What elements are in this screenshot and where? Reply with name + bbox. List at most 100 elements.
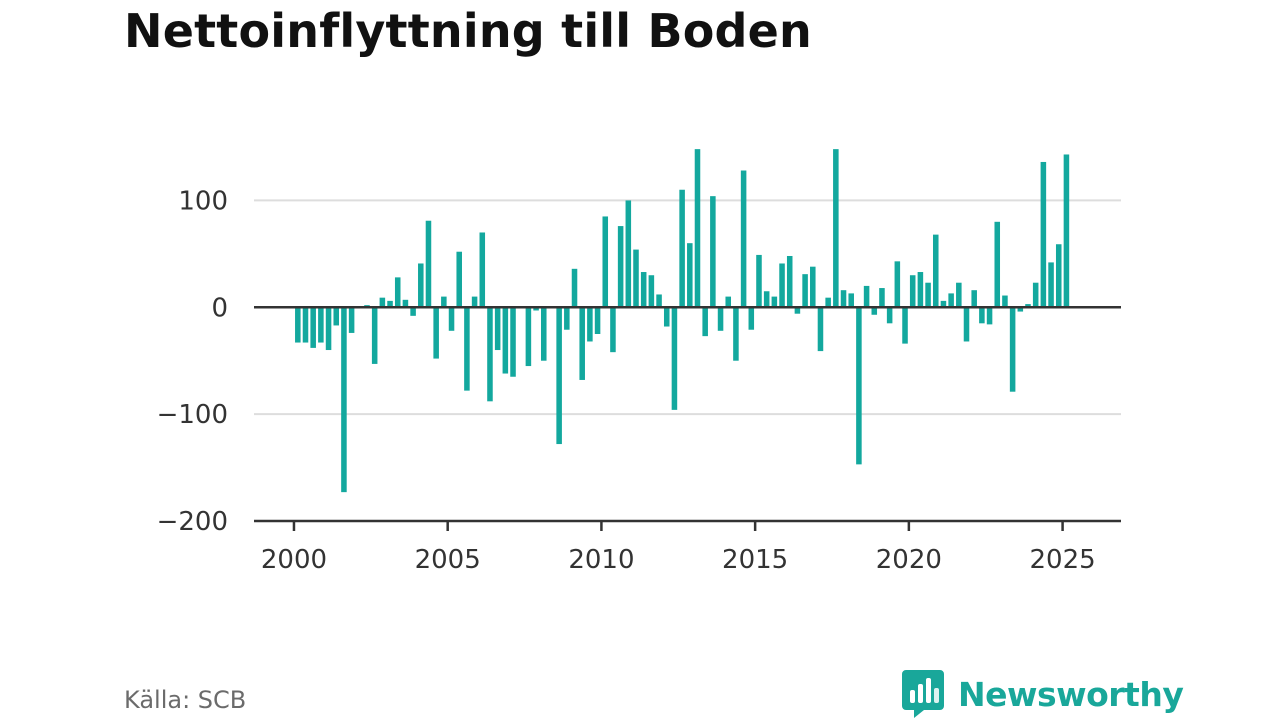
bar	[694, 149, 701, 308]
bar	[571, 268, 578, 308]
bar	[710, 196, 716, 308]
bar	[802, 274, 808, 308]
bar	[318, 307, 324, 343]
bar	[932, 234, 939, 308]
newsworthy-logo-icon	[902, 670, 944, 718]
bar	[771, 296, 778, 308]
bar	[994, 221, 1001, 308]
bar	[579, 307, 585, 380]
bar	[602, 216, 609, 308]
x-tick-label: 2015	[722, 545, 788, 575]
bar	[533, 307, 539, 311]
bar	[833, 149, 839, 308]
bar	[886, 307, 893, 324]
bar	[295, 307, 301, 343]
x-tick-label: 2025	[1029, 545, 1095, 575]
bar	[325, 307, 332, 351]
bar	[1055, 244, 1062, 308]
y-tick-label: −200	[157, 507, 228, 537]
bar	[394, 277, 401, 308]
bar	[763, 291, 770, 308]
bar	[502, 307, 509, 374]
bar	[594, 307, 601, 334]
bar	[448, 307, 455, 331]
bar	[940, 300, 947, 308]
bar	[418, 263, 424, 308]
bar	[779, 263, 785, 308]
bar	[725, 296, 732, 308]
bar	[441, 296, 447, 308]
bar	[587, 307, 593, 342]
y-tick-label: −100	[157, 400, 228, 430]
bar	[848, 293, 854, 308]
x-tick-labels: 2000 2005 2010 2015 2020 2025	[261, 521, 1096, 575]
bar	[333, 307, 340, 326]
bar	[963, 307, 970, 342]
bar	[564, 307, 570, 330]
bar	[456, 251, 462, 308]
bar	[948, 293, 954, 308]
bar	[794, 307, 801, 314]
bar	[1017, 307, 1024, 312]
bar	[856, 307, 862, 465]
bar	[756, 254, 762, 308]
bar	[825, 297, 831, 308]
bar	[556, 307, 562, 445]
brand[interactable]: Newsworthy	[902, 670, 1184, 718]
bar	[402, 299, 409, 308]
bar	[433, 307, 439, 359]
bar	[648, 275, 655, 308]
source-note: Källa: SCB	[124, 686, 247, 714]
bar	[748, 307, 755, 330]
bar	[909, 275, 916, 308]
bar	[1009, 307, 1016, 392]
bar	[917, 272, 924, 308]
bar	[671, 307, 678, 410]
bar	[625, 200, 632, 308]
bar	[487, 307, 493, 402]
bar	[902, 307, 908, 344]
bars	[295, 149, 1070, 493]
bar	[687, 243, 693, 308]
bar	[310, 307, 316, 348]
y-tick-labels: 100 0 −100 −200	[157, 186, 228, 537]
bar	[371, 307, 378, 364]
bar	[379, 297, 386, 308]
bar	[656, 294, 662, 308]
bar	[810, 266, 816, 308]
x-tick-label: 2000	[261, 545, 327, 575]
axes	[254, 306, 1121, 523]
bar	[1025, 304, 1031, 308]
bar	[663, 307, 670, 327]
bar	[302, 307, 309, 343]
brand-name: Newsworthy	[958, 674, 1184, 714]
bar	[1048, 262, 1054, 308]
bar	[817, 307, 824, 352]
bar	[717, 307, 724, 331]
bar	[986, 307, 993, 325]
bar	[979, 307, 985, 324]
bar	[610, 307, 616, 353]
bar	[702, 307, 708, 337]
bar	[925, 282, 931, 308]
grid-lines	[254, 199, 1121, 416]
bar	[425, 220, 432, 308]
bar	[1063, 154, 1070, 308]
bar	[894, 261, 901, 308]
bar	[879, 288, 885, 308]
bar	[479, 232, 486, 308]
bar	[956, 282, 962, 308]
y-tick-label: 100	[178, 186, 228, 216]
bar	[633, 249, 639, 308]
bar	[640, 272, 647, 308]
bar	[471, 296, 478, 308]
bar	[617, 226, 624, 308]
bar	[971, 290, 977, 308]
x-tick-label: 2020	[876, 545, 942, 575]
bar	[863, 285, 870, 308]
bar	[871, 307, 878, 315]
bar	[387, 300, 393, 308]
bar	[679, 189, 685, 308]
bar	[525, 307, 532, 367]
